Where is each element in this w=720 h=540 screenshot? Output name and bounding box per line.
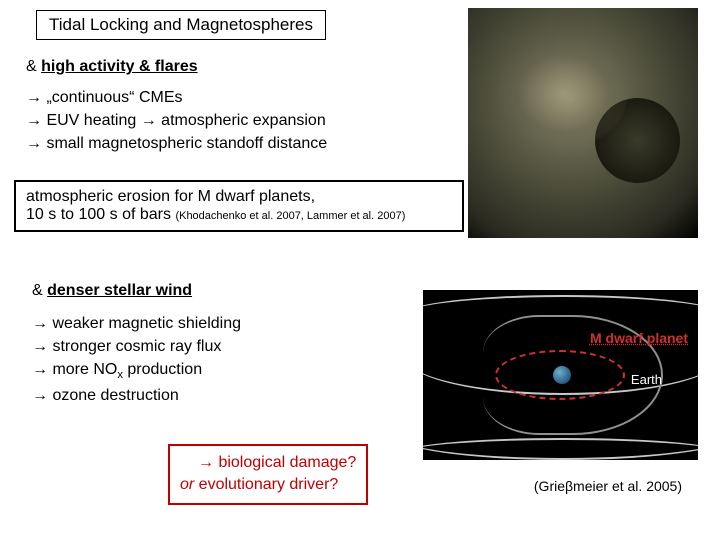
bio-line2: evolutionary driver? bbox=[194, 476, 338, 493]
bio-box: → biological damage? or evolutionary dri… bbox=[168, 444, 368, 505]
magneto-cite: (Grieβmeier et al. 2005) bbox=[534, 478, 682, 494]
section2-bullets: → weaker magnetic shielding → stronger c… bbox=[32, 312, 241, 407]
erosion-line1: atmospheric erosion for M dwarf planets, bbox=[26, 188, 452, 206]
s2-bullet-3: → more NOx production bbox=[32, 358, 241, 383]
title-box: Tidal Locking and Magnetospheres bbox=[36, 10, 326, 40]
erosion-box: atmospheric erosion for M dwarf planets,… bbox=[14, 180, 464, 232]
magnetosphere-diagram: M dwarf planet Earth bbox=[423, 290, 698, 460]
section1-heading: & high activity & flares bbox=[26, 58, 198, 76]
bio-line2-wrap: or evolutionary driver? bbox=[180, 474, 356, 496]
section2-heading: & denser stellar wind bbox=[32, 282, 192, 300]
ampersand-2: & bbox=[32, 282, 43, 299]
erosion-line2-wrap: 10 s to 100 s of bars (Khodachenko et al… bbox=[26, 206, 452, 224]
s2-bullet-2: → stronger cosmic ray flux bbox=[32, 335, 241, 358]
s2-bullet-1: → weaker magnetic shielding bbox=[32, 312, 241, 335]
earth-label: Earth bbox=[631, 372, 662, 387]
s2-bullet-4: → ozone destruction bbox=[32, 384, 241, 407]
title-text: Tidal Locking and Magnetospheres bbox=[49, 15, 313, 34]
erosion-line2: 10 s to 100 s of bars bbox=[26, 206, 171, 223]
planet-image bbox=[468, 8, 698, 238]
erosion-cite: (Khodachenko et al. 2007, Lammer et al. … bbox=[175, 210, 405, 222]
s1-bullet-2: → EUV heating → atmospheric expansion bbox=[26, 109, 327, 132]
section1-heading-text: high activity & flares bbox=[41, 58, 198, 75]
bio-or: or bbox=[180, 476, 194, 493]
section1-bullets: → „continuous“ CMEs → EUV heating → atmo… bbox=[26, 86, 327, 156]
s1-bullet-1: → „continuous“ CMEs bbox=[26, 86, 327, 109]
s1-bullet-3: → small magnetospheric standoff distance bbox=[26, 132, 327, 155]
mdwarf-label: M dwarf planet bbox=[590, 330, 688, 346]
section2-heading-text: denser stellar wind bbox=[47, 282, 192, 299]
s2-b3-post: production bbox=[123, 361, 202, 378]
mdwarf-ring bbox=[495, 350, 625, 400]
s2-b3-pre: → more NO bbox=[32, 361, 117, 378]
bio-line1: → biological damage? bbox=[180, 452, 356, 474]
ampersand-1: & bbox=[26, 58, 37, 75]
